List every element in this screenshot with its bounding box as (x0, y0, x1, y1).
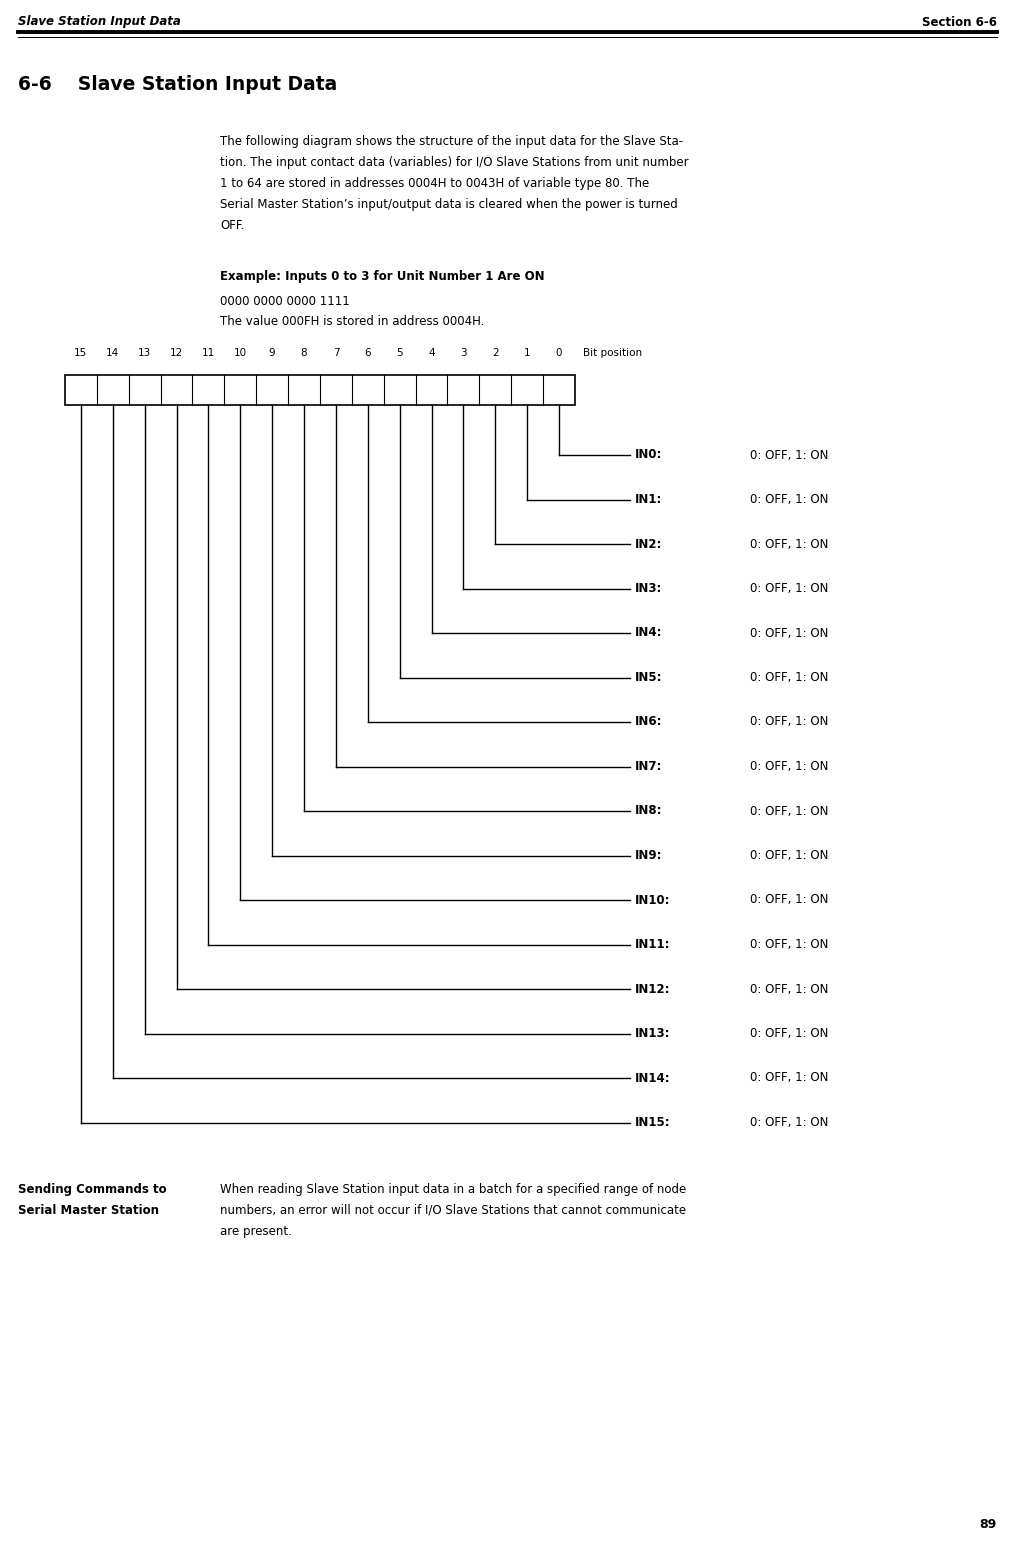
Text: IN2:: IN2: (635, 537, 663, 551)
Text: 0: OFF, 1: ON: 0: OFF, 1: ON (750, 804, 828, 818)
Text: 0: OFF, 1: ON: 0: OFF, 1: ON (750, 449, 828, 461)
Text: 0: OFF, 1: ON: 0: OFF, 1: ON (750, 1116, 828, 1129)
Text: 89: 89 (979, 1518, 997, 1532)
Text: 0: OFF, 1: ON: 0: OFF, 1: ON (750, 582, 828, 596)
Text: 9: 9 (269, 349, 275, 358)
Text: IN1:: IN1: (635, 494, 663, 506)
Text: 15: 15 (74, 349, 87, 358)
Text: IN10:: IN10: (635, 893, 671, 906)
Text: are present.: are present. (220, 1225, 292, 1237)
Text: tion. The input contact data (variables) for I/O Slave Stations from unit number: tion. The input contact data (variables)… (220, 156, 688, 170)
Text: 0: OFF, 1: ON: 0: OFF, 1: ON (750, 626, 828, 639)
Text: The following diagram shows the structure of the input data for the Slave Sta-: The following diagram shows the structur… (220, 134, 683, 148)
Text: Serial Master Station’s input/output data is cleared when the power is turned: Serial Master Station’s input/output dat… (220, 198, 678, 211)
Text: 1 to 64 are stored in addresses 0004H to 0043H of variable type 80. The: 1 to 64 are stored in addresses 0004H to… (220, 177, 650, 190)
Text: The value 000FH is stored in address 0004H.: The value 000FH is stored in address 000… (220, 315, 484, 329)
Text: 0: OFF, 1: ON: 0: OFF, 1: ON (750, 983, 828, 995)
Text: 0: OFF, 1: ON: 0: OFF, 1: ON (750, 671, 828, 684)
Text: Sending Commands to: Sending Commands to (18, 1182, 166, 1196)
Text: Bit position: Bit position (583, 349, 642, 358)
Text: 0000 0000 0000 1111: 0000 0000 0000 1111 (220, 295, 350, 309)
Text: IN13:: IN13: (635, 1028, 671, 1040)
Text: 13: 13 (138, 349, 151, 358)
Text: Example: Inputs 0 to 3 for Unit Number 1 Are ON: Example: Inputs 0 to 3 for Unit Number 1… (220, 270, 545, 282)
Text: 3: 3 (460, 349, 467, 358)
Text: IN3:: IN3: (635, 582, 663, 596)
Text: IN14:: IN14: (635, 1071, 671, 1085)
Text: OFF.: OFF. (220, 219, 245, 231)
Text: 0: OFF, 1: ON: 0: OFF, 1: ON (750, 938, 828, 950)
Text: 7: 7 (333, 349, 339, 358)
Text: 0: OFF, 1: ON: 0: OFF, 1: ON (750, 1028, 828, 1040)
Text: Section 6-6: Section 6-6 (922, 15, 997, 28)
Text: IN8:: IN8: (635, 804, 663, 818)
Text: 0: OFF, 1: ON: 0: OFF, 1: ON (750, 849, 828, 863)
Text: 0: OFF, 1: ON: 0: OFF, 1: ON (750, 494, 828, 506)
Text: numbers, an error will not occur if I/O Slave Stations that cannot communicate: numbers, an error will not occur if I/O … (220, 1204, 686, 1216)
Text: 8: 8 (300, 349, 308, 358)
Text: 10: 10 (233, 349, 247, 358)
Text: 0: OFF, 1: ON: 0: OFF, 1: ON (750, 716, 828, 728)
Bar (65, 375, 576, 404)
Text: IN5:: IN5: (635, 671, 663, 684)
Text: When reading Slave Station input data in a batch for a specified range of node: When reading Slave Station input data in… (220, 1182, 686, 1196)
Text: 6-6    Slave Station Input Data: 6-6 Slave Station Input Data (18, 76, 337, 94)
Text: IN11:: IN11: (635, 938, 671, 950)
Text: 0: OFF, 1: ON: 0: OFF, 1: ON (750, 1071, 828, 1085)
Text: 1: 1 (524, 349, 531, 358)
Text: IN9:: IN9: (635, 849, 663, 863)
Text: 5: 5 (397, 349, 403, 358)
Text: IN6:: IN6: (635, 716, 663, 728)
Text: IN12:: IN12: (635, 983, 671, 995)
Text: 4: 4 (428, 349, 434, 358)
Text: IN7:: IN7: (635, 761, 663, 773)
Text: 0: OFF, 1: ON: 0: OFF, 1: ON (750, 761, 828, 773)
Text: 12: 12 (170, 349, 183, 358)
Text: Slave Station Input Data: Slave Station Input Data (18, 15, 181, 28)
Text: IN0:: IN0: (635, 449, 663, 461)
Text: 0: 0 (556, 349, 562, 358)
Text: 6: 6 (364, 349, 371, 358)
Text: 2: 2 (492, 349, 498, 358)
Text: IN4:: IN4: (635, 626, 663, 639)
Text: IN15:: IN15: (635, 1116, 671, 1129)
Text: 0: OFF, 1: ON: 0: OFF, 1: ON (750, 537, 828, 551)
Text: 0: OFF, 1: ON: 0: OFF, 1: ON (750, 893, 828, 906)
Text: 14: 14 (107, 349, 120, 358)
Text: Serial Master Station: Serial Master Station (18, 1204, 159, 1216)
Text: 11: 11 (202, 349, 215, 358)
